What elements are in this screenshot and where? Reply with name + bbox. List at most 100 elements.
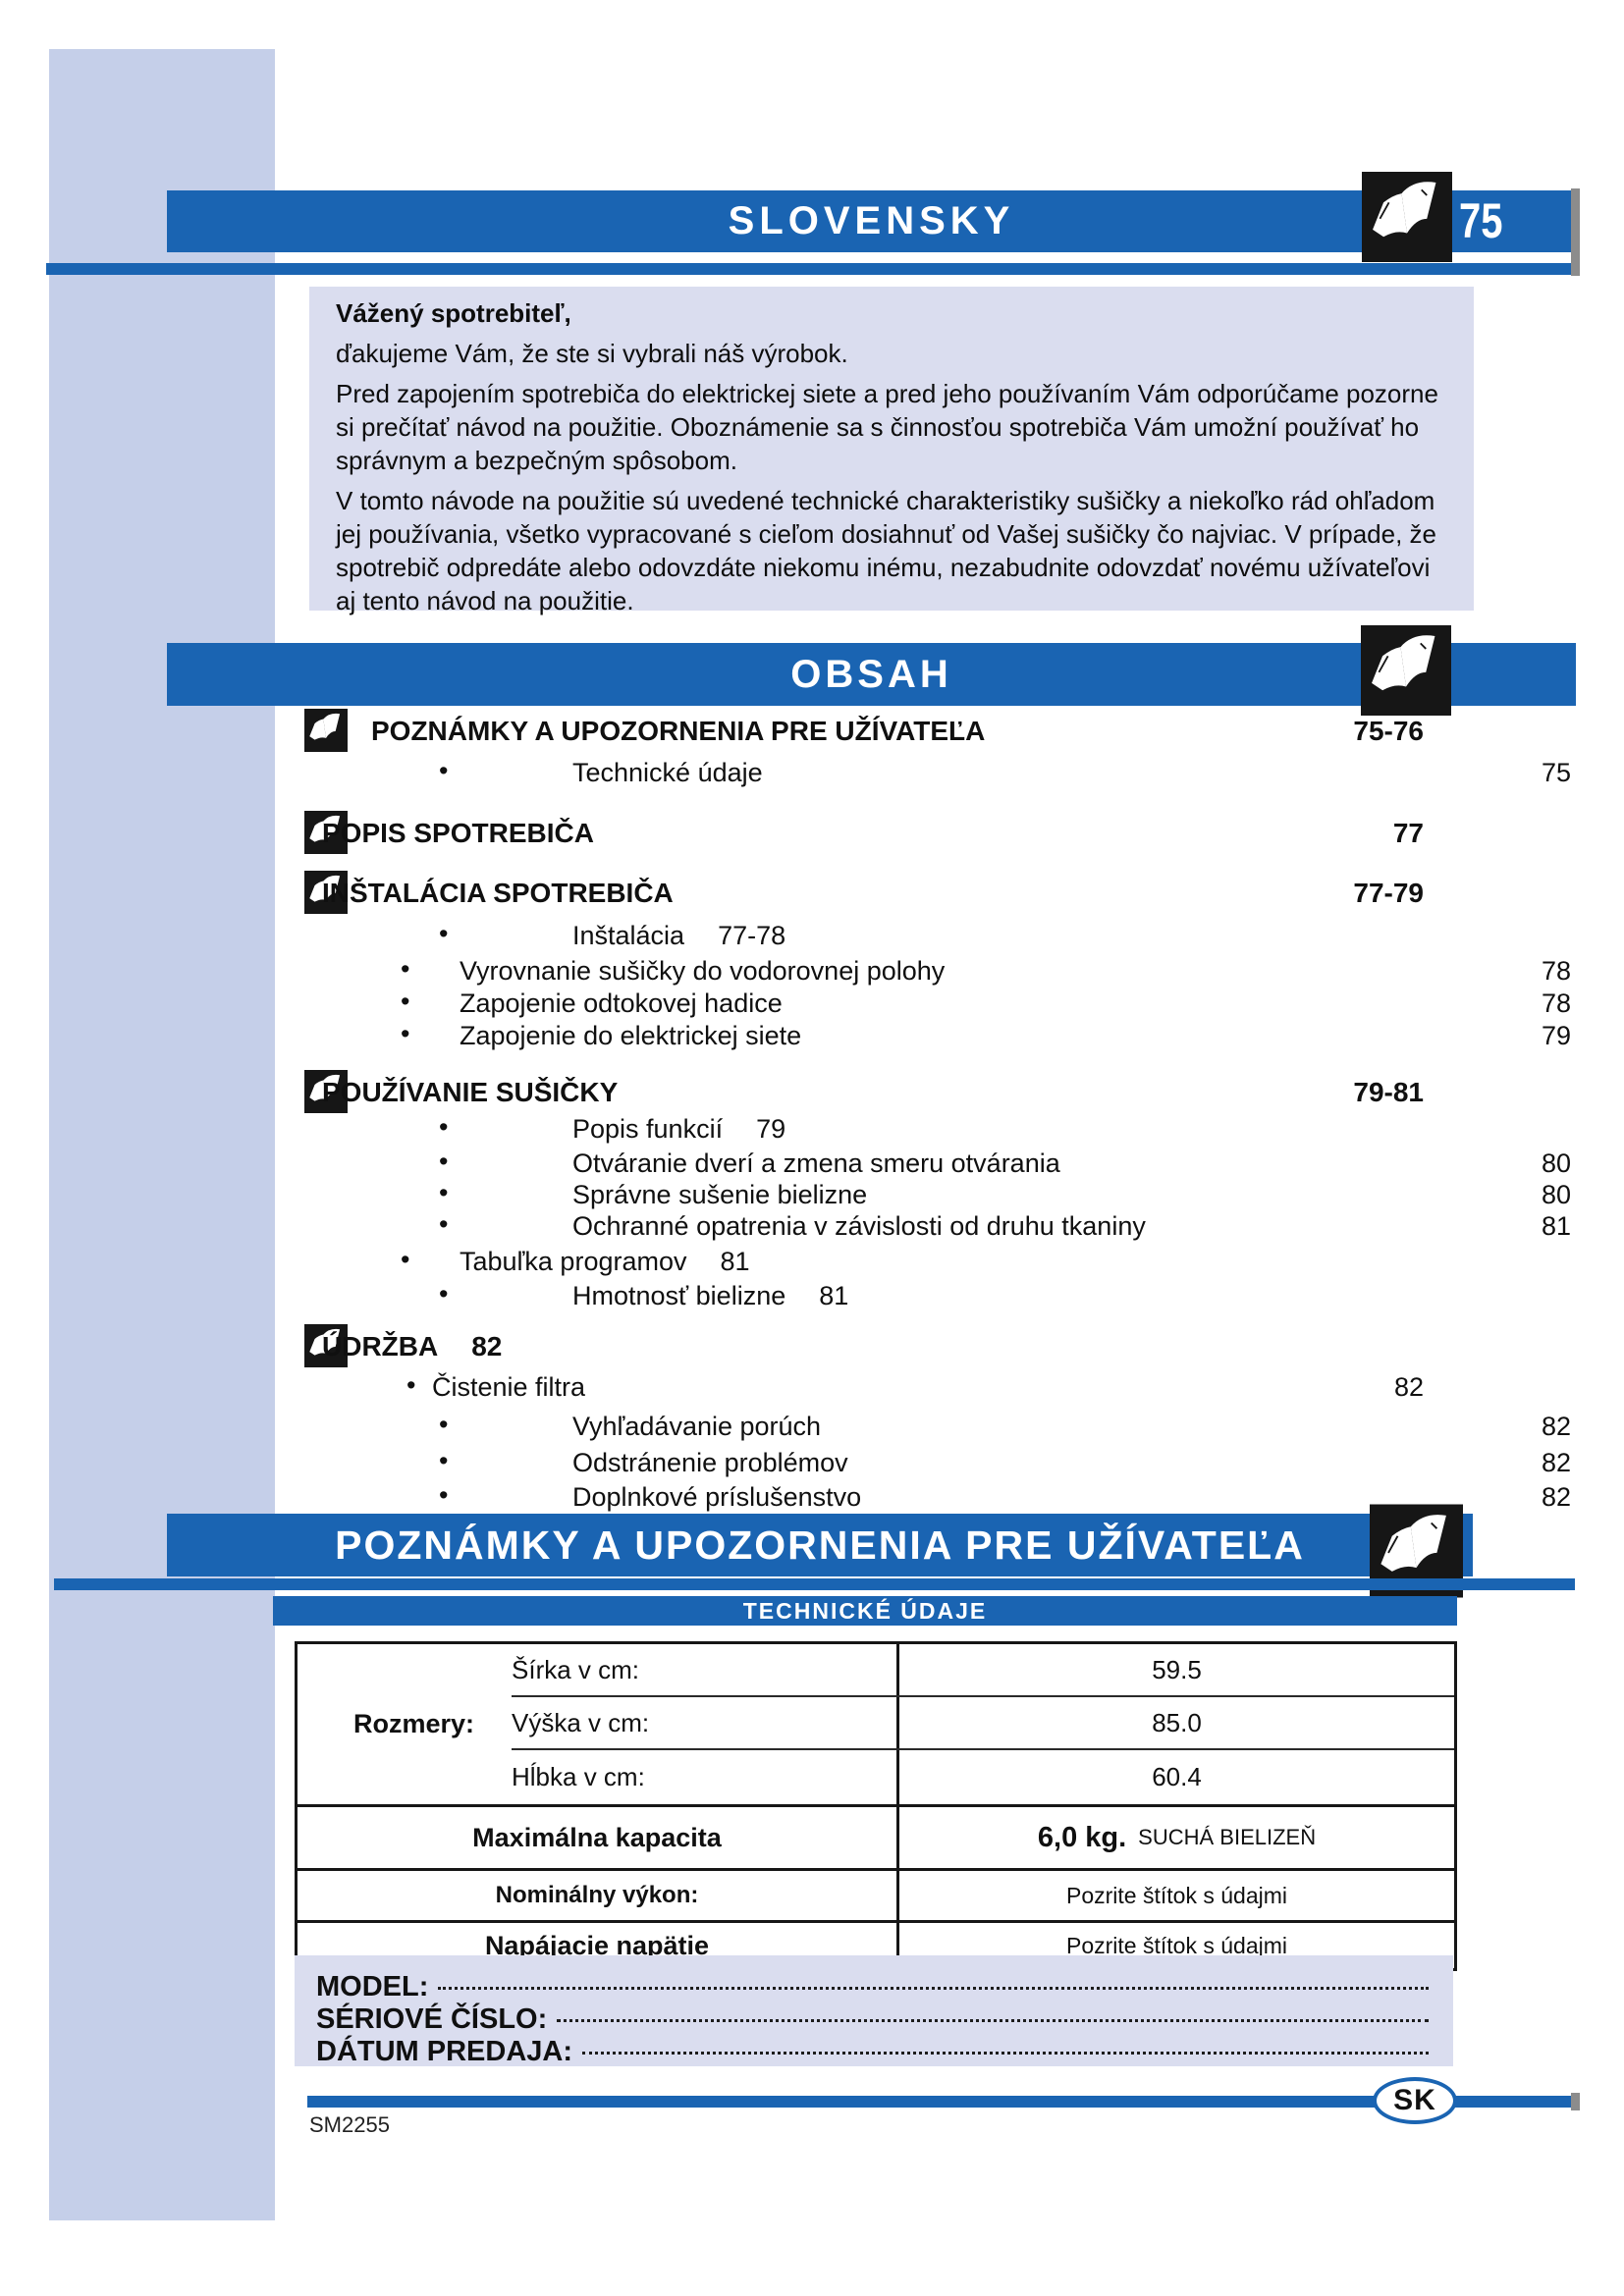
table-cell-label: Napájacie napätie: [484, 1930, 710, 1960]
bullet-icon: •: [439, 919, 449, 948]
toc-entry-page: 77-79: [1353, 878, 1424, 908]
bullet-icon: •: [401, 1019, 410, 1048]
table-row-divider: [512, 1748, 1454, 1750]
fill-in-line: [438, 1987, 1429, 1990]
toc-entry-label: Vyhľadávanie porúch: [572, 1412, 822, 1441]
toc-entry-label: Inštalácia: [572, 921, 685, 950]
toc-entry-page: 81: [1541, 1211, 1571, 1241]
toc-entry-page: 82: [471, 1331, 503, 1362]
language-title: SLOVENSKY: [728, 199, 1015, 242]
toc-entry-label: Popis funkcií: [572, 1114, 724, 1144]
toc-entry-label: ÚDRŽBA: [322, 1331, 439, 1362]
table-cell-value: Pozrite štítok s údajmi: [1066, 1882, 1287, 1908]
section-title: POZNÁMKY A UPOZORNENIA PRE UŽÍVATEĽA: [335, 1522, 1305, 1568]
language-header-bar: SLOVENSKY: [167, 190, 1576, 252]
page-edge-shadow: [1571, 2093, 1580, 2110]
table-cell-label: Maximálna kapacita: [472, 1822, 722, 1852]
page-number: 75: [1459, 193, 1503, 248]
toc-entry-page: 75: [1541, 758, 1571, 787]
footer-rule: [307, 2096, 1574, 2108]
header-divider-rule: [46, 263, 1575, 275]
toc-entry-label: Hmotnosť bielizne: [572, 1281, 786, 1310]
bullet-icon: •: [439, 1446, 449, 1475]
table-cell-value: Pozrite štítok s údajmi: [1066, 1932, 1287, 1958]
toc-entry: • Popis funkcií 79: [167, 1112, 1575, 1146]
toc-entry: • Správne sušenie bielizne 80: [167, 1178, 1575, 1211]
toc-entry: • Zapojenie do elektrickej siete 79: [167, 1019, 1575, 1052]
table-group-divider: [298, 1868, 1454, 1871]
bullet-icon: •: [439, 1279, 449, 1308]
model-field-row: MODEL:: [316, 1971, 1429, 2002]
toc-entry-label: POPIS SPOTREBIČA: [322, 818, 594, 848]
table-group-divider: [298, 1920, 1454, 1923]
page-edge-shadow: [1571, 188, 1580, 276]
toc-entry-label: Čistenie filtra: [432, 1372, 586, 1402]
toc-entry-label: POZNÁMKY A UPOZORNENIA PRE UŽÍVATEĽA: [371, 716, 986, 746]
left-decoration-band: [49, 49, 275, 2220]
intro-salutation: Vážený spotrebiteľ,: [336, 298, 571, 328]
section-divider-rule: [54, 1578, 1575, 1590]
model-field-label: MODEL:: [316, 1971, 429, 2002]
technical-data-table: Rozmery: Šírka v cm: 59.5 Výška v cm: 85…: [295, 1641, 1457, 1971]
model-info-panel: MODEL: SÉRIOVÉ ČÍSLO: DÁTUM PREDAJA:: [295, 1955, 1453, 2067]
toc-entry: • Vyhľadávanie porúch 82: [167, 1410, 1575, 1443]
toc-entry: • Zapojenie odtokovej hadice 78: [167, 987, 1575, 1020]
bullet-icon: •: [439, 1480, 449, 1510]
toc-section-book-icon: [304, 709, 348, 752]
toc-entry: • Doplnkové príslušenstvo 82: [167, 1480, 1575, 1514]
table-cell-value: 85.0: [1152, 1707, 1202, 1737]
toc-header-bar: OBSAH: [167, 643, 1576, 706]
toc-entry: ÚDRŽBA 82: [167, 1324, 1575, 1367]
section-header-bar: POZNÁMKY A UPOZORNENIA PRE UŽÍVATEĽA: [167, 1514, 1473, 1576]
toc-entry-page: 81: [720, 1247, 750, 1276]
subsection-title: TECHNICKÉ ÚDAJE: [742, 1597, 988, 1624]
bullet-icon: •: [439, 1178, 449, 1207]
toc-entry-label: Odstránenie problémov: [572, 1448, 848, 1477]
toc-entry-page: 82: [1541, 1412, 1571, 1441]
open-book-icon: [1360, 625, 1452, 716]
toc-entry-label: INŠTALÁCIA SPOTREBIČA: [322, 878, 674, 908]
toc-section-book-icon: [304, 1324, 348, 1367]
intro-paragraph-1: Pred zapojením spotrebiča do elektrickej…: [336, 379, 1438, 475]
bullet-icon: •: [401, 987, 410, 1016]
bullet-icon: •: [401, 1245, 410, 1274]
fill-in-line: [557, 2019, 1429, 2022]
table-cell-label: Hĺbka v cm:: [512, 1762, 645, 1791]
toc-entry: POPIS SPOTREBIČA 77: [167, 811, 1575, 854]
toc-entry: • Otváranie dverí a zmena smeru otvárani…: [167, 1147, 1575, 1180]
subsection-header-bar: TECHNICKÉ ÚDAJE: [273, 1596, 1457, 1626]
model-field-label: SÉRIOVÉ ČÍSLO:: [316, 2003, 548, 2035]
toc-entry: • Ochranné opatrenia v závislosti od dru…: [167, 1209, 1575, 1243]
model-field-row: DÁTUM PREDAJA:: [316, 2036, 1429, 2067]
bullet-icon: •: [439, 1112, 449, 1142]
toc-entry-page: 77: [1392, 818, 1424, 848]
capacity-note: SUCHÁ BIELIZEŇ: [1138, 1825, 1317, 1849]
toc-entry: • Tabuľka programov 81: [167, 1245, 1575, 1278]
bullet-icon: •: [439, 1209, 449, 1239]
table-cell-label: Nominálny výkon:: [495, 1882, 699, 1908]
toc-entry-label: Doplnkové príslušenstvo: [572, 1482, 862, 1512]
toc-title: OBSAH: [790, 652, 952, 696]
table-cell-value: 59.5: [1152, 1654, 1202, 1684]
fill-in-line: [582, 2052, 1429, 2055]
toc-entry-page: 80: [1541, 1180, 1571, 1209]
toc-entry: • Technické údaje 75: [167, 756, 1575, 789]
toc-entry: • Inštalácia 77-78: [167, 919, 1575, 952]
table-group-label: Rozmery:: [353, 1709, 475, 1738]
toc-entry-page: 82: [1541, 1448, 1571, 1477]
toc-entry-label: Tabuľka programov: [460, 1247, 687, 1276]
document-code: SM2255: [309, 2112, 390, 2137]
toc-section-book-icon: [304, 871, 348, 914]
toc-entry: • Hmotnosť bielizne 81: [167, 1279, 1575, 1312]
language-code-badge: SK: [1373, 2077, 1457, 2124]
toc-entry-label: Zapojenie odtokovej hadice: [460, 988, 783, 1018]
toc-entry: POUŽÍVANIE SUŠIČKY 79-81: [167, 1070, 1575, 1113]
toc-entry-page: 79: [756, 1114, 786, 1144]
bullet-icon: •: [439, 1147, 449, 1176]
toc-entry-page: 78: [1541, 956, 1571, 986]
toc-entry-page: 81: [819, 1281, 849, 1310]
toc-entry-page: 82: [1541, 1482, 1571, 1512]
intro-thanks: ďakujeme Vám, že ste si vybrali náš výro…: [336, 339, 848, 368]
toc-entry-page: 79-81: [1353, 1077, 1424, 1107]
